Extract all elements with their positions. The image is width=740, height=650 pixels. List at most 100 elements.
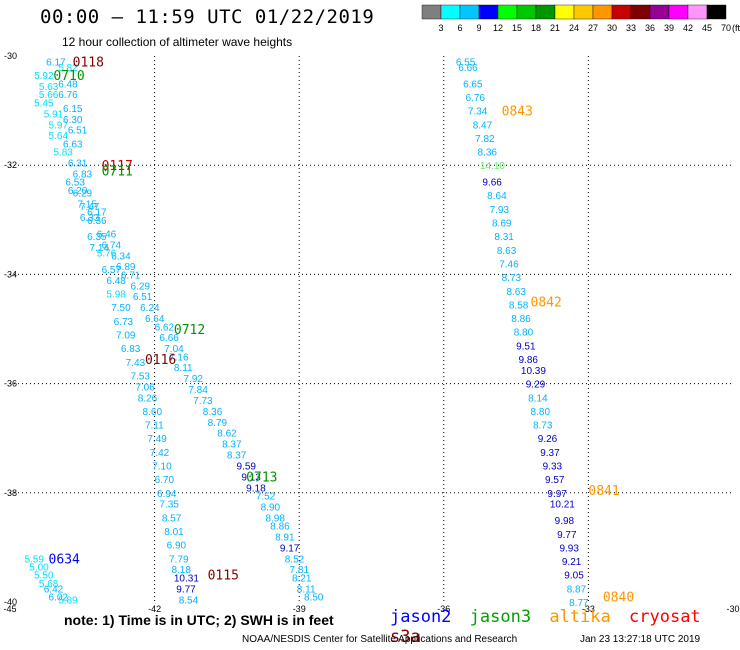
wave-height-value: 7.14: [90, 243, 110, 254]
colorbar-label: 30: [607, 23, 617, 33]
colorbar-swatch: [440, 4, 461, 20]
wave-height-value: 6.83: [121, 344, 141, 355]
wave-height-value: 8.90: [261, 502, 281, 513]
wave-height-value: 8.37: [227, 451, 247, 462]
wave-height-value: 8.14: [528, 393, 548, 404]
colorbar-swatch: [649, 4, 670, 20]
wave-height-value: 9.21: [562, 557, 582, 568]
pass-label: 0842: [531, 296, 562, 311]
wave-height-value: 6.83: [73, 169, 93, 180]
wave-height-value: 9.13: [241, 472, 261, 483]
colorbar-unit: (ft): [732, 23, 740, 33]
wave-height-value: 9.97: [547, 489, 567, 500]
wave-height-value: 9.77: [557, 530, 577, 541]
credit-text: NOAA/NESDIS Center for Satellite Applica…: [242, 634, 518, 645]
wave-height-value: 6.35: [87, 232, 107, 243]
colorbar-label: 39: [664, 23, 674, 33]
wave-height-value: 7.84: [188, 385, 208, 396]
wave-height-value: 5.92: [34, 71, 54, 82]
wave-height-value: 7.09: [116, 330, 136, 341]
y-tick-label: -32: [4, 160, 17, 170]
pass-label: 0634: [49, 552, 80, 567]
pass-label: 0115: [208, 569, 239, 584]
subtitle-line: 12 hour collection of altimeter wave hei…: [62, 35, 293, 49]
x-tick-label: -33: [582, 604, 595, 614]
wave-height-value: 7.35: [159, 500, 179, 511]
pass-label: 0841: [588, 484, 619, 499]
wave-height-value: 6.48: [58, 79, 78, 90]
wave-height-value: 6.29: [73, 189, 93, 200]
wave-height-value: 6.31: [68, 158, 88, 169]
colorbar-label: 3: [438, 23, 443, 33]
wave-height-value: 8.63: [497, 246, 517, 257]
wave-height-value: 8.62: [217, 429, 237, 440]
wave-height-value: 9.18: [246, 483, 266, 494]
wave-height-value: 9.98: [555, 516, 575, 527]
pass-label: 0117: [102, 159, 133, 174]
pass-label: 0713: [246, 470, 277, 485]
wave-height-value: 8.36: [203, 407, 223, 418]
wave-height-value: 8.91: [275, 532, 295, 543]
legend-s3a: s3a: [390, 627, 421, 647]
y-tick-label: -34: [4, 269, 17, 279]
wave-height-value: 9.66: [482, 178, 502, 189]
wave-height-value: 7.49: [147, 434, 167, 445]
wave-height-value: 8.01: [164, 527, 184, 538]
x-tick-label: -36: [437, 604, 450, 614]
colorbar-swatch: [630, 4, 651, 20]
wave-height-value: 7.53: [131, 371, 151, 382]
wave-height-value: 6.63: [63, 139, 83, 150]
colorbar-label: 21: [550, 23, 560, 33]
wave-height-value: 5.68: [39, 579, 59, 590]
wave-height-value: 5.00: [29, 563, 49, 574]
wave-height-value: 8.73: [533, 421, 553, 432]
wave-height-value: 7.82: [475, 134, 495, 145]
satellite-legend: jason2 jason3 altika cryosat s3a: [390, 607, 740, 647]
wave-height-value: 8.63: [506, 287, 526, 298]
wave-height-value: 7.47: [80, 202, 100, 213]
wave-height-value: 6.73: [114, 317, 134, 328]
colorbar-label: 24: [569, 23, 579, 33]
wave-height-value: 10.39: [521, 366, 546, 377]
wave-height-value: 6.17: [46, 57, 66, 68]
wave-height-value: 6.74: [102, 240, 122, 251]
wave-height-value: 8.79: [208, 418, 228, 429]
wave-height-value: 6.02: [49, 593, 69, 604]
wave-height-value: 8.37: [222, 440, 242, 451]
wave-height-value: 6.51: [68, 126, 88, 137]
x-tick-label: -39: [293, 604, 306, 614]
colorbar-swatch: [706, 4, 727, 20]
wave-height-value: 10.21: [550, 500, 575, 511]
timestamp-text: Jan 23 13:27:18 UTC 2019: [580, 634, 701, 645]
wave-height-value: 7.34: [468, 107, 488, 118]
wave-height-value: 7.52: [256, 492, 276, 503]
wave-height-value: 9.37: [540, 448, 560, 459]
wave-height-value: 8.58: [509, 300, 529, 311]
wave-height-value: 7.73: [193, 396, 213, 407]
wave-height-value: 5.59: [24, 554, 44, 565]
title-line: 00:00 – 11:59 UTC 01/22/2019: [40, 6, 375, 28]
wave-height-value: 7.43: [126, 358, 146, 369]
pass-label: 0843: [502, 105, 533, 120]
wave-height-value: 6.76: [58, 90, 78, 101]
wave-height-value: 8.54: [179, 595, 199, 606]
wave-height-value: 8.80: [514, 328, 534, 339]
colorbar-label: 15: [512, 23, 522, 33]
colorbar-label: 9: [476, 23, 481, 33]
wave-height-value: 9.05: [564, 571, 584, 582]
wave-height-value: 8.21: [292, 573, 312, 584]
wave-height-value: 7.15: [77, 199, 97, 210]
colorbar-swatch: [497, 4, 518, 20]
wave-height-value: 5.89: [58, 595, 78, 606]
wave-height-value: 7.11: [145, 421, 164, 432]
wave-height-value: 5.82: [58, 63, 78, 74]
wave-height-value: 8.86: [511, 314, 531, 325]
wave-height-value: 6.55: [456, 57, 476, 68]
pass-label: 0840: [603, 591, 634, 606]
legend-altika: altika: [549, 607, 611, 627]
wave-height-value: 7.79: [169, 554, 189, 565]
y-tick-label: -30: [4, 51, 17, 61]
wave-height-value: 8.26: [138, 393, 158, 404]
wave-height-value: 6.66: [458, 63, 478, 74]
